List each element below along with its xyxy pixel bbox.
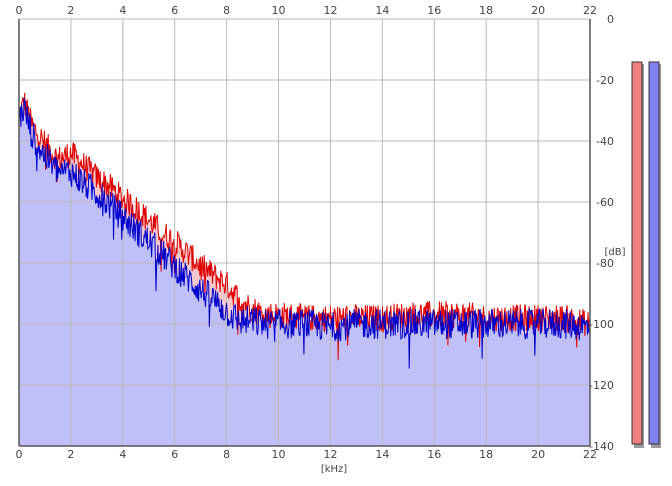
x-tick-label-top: 4	[119, 4, 126, 17]
x-tick-label-top: 14	[375, 4, 389, 17]
x-tick-label-top: 18	[479, 4, 493, 17]
level-meter-1	[631, 61, 643, 445]
series-fill-2	[19, 97, 590, 446]
y-tick-label: -120	[589, 379, 614, 392]
x-tick-label-bottom: 14	[375, 448, 389, 461]
axis-layer	[18, 19, 591, 447]
level-meters	[631, 61, 661, 448]
x-tick-label-top: 2	[67, 4, 74, 17]
x-tick-label-top: 22	[583, 4, 597, 17]
x-tick-label-top: 10	[272, 4, 286, 17]
y-tick-label: -60	[596, 196, 614, 209]
x-tick-label-bottom: 18	[479, 448, 493, 461]
y-tick-label: 0	[607, 13, 614, 26]
x-tick-label-bottom: 2	[67, 448, 74, 461]
y-axis-label: [dB]	[604, 247, 625, 258]
x-tick-label-bottom: 12	[323, 448, 337, 461]
x-tick-label-bottom: 20	[531, 448, 545, 461]
y-tick-label: -20	[596, 74, 614, 87]
x-tick-label-bottom: 22	[583, 448, 597, 461]
x-tick-label-bottom: 4	[119, 448, 126, 461]
x-tick-label-bottom: 10	[272, 448, 286, 461]
x-tick-label-top: 16	[427, 4, 441, 17]
y-tick-label: -80	[596, 257, 614, 270]
x-tick-label-top: 20	[531, 4, 545, 17]
spectrum-fill-layer	[19, 92, 590, 447]
y-tick-label: -140	[589, 440, 614, 453]
x-tick-label-bottom: 0	[16, 448, 23, 461]
y-tick-label: -100	[589, 318, 614, 331]
x-tick-label-top: 12	[323, 4, 337, 17]
y-tick-label: -40	[596, 135, 614, 148]
tick-labels: 002244668810101212141416161818202022220-…	[16, 4, 615, 461]
x-axis-label: [kHz]	[321, 464, 347, 475]
x-tick-label-bottom: 16	[427, 448, 441, 461]
x-tick-label-top: 0	[16, 4, 23, 17]
x-tick-label-top: 6	[171, 4, 178, 17]
x-tick-label-bottom: 6	[171, 448, 178, 461]
x-tick-label-bottom: 8	[223, 448, 230, 461]
x-tick-label-top: 8	[223, 4, 230, 17]
series-layer	[18, 92, 591, 369]
series-line-2	[18, 97, 591, 369]
level-meter-2	[648, 61, 660, 445]
